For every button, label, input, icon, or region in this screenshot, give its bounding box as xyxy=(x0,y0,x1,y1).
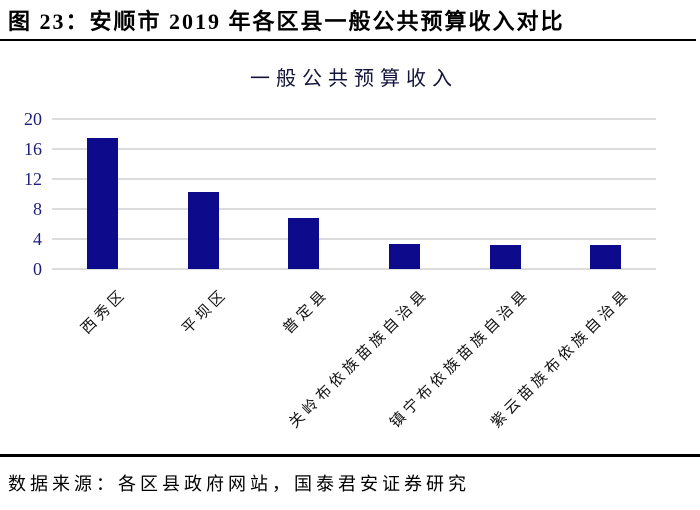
bar xyxy=(187,191,219,269)
footer-divider-line xyxy=(0,454,700,457)
y-axis-tick-label: 8 xyxy=(33,199,42,219)
y-axis-tick-label: 12 xyxy=(24,169,42,189)
figure-caption: 图 23：安顺市 2019 年各区县一般公共预算收入对比 xyxy=(8,9,565,34)
y-gridline xyxy=(52,148,656,150)
x-axis-category-label: 西秀区 xyxy=(78,285,131,338)
header-divider-line xyxy=(0,39,696,41)
y-axis-tick-label: 0 xyxy=(33,259,42,279)
chart-title: 一般公共预算收入 xyxy=(250,68,458,90)
y-axis-tick-label: 16 xyxy=(24,139,42,159)
x-axis-category-label: 平坝区 xyxy=(179,285,232,338)
y-gridline xyxy=(52,118,656,120)
bar xyxy=(489,245,521,269)
data-source-note: 数据来源：各区县政府网站，国泰君安证券研究 xyxy=(8,474,470,494)
bar xyxy=(590,245,622,269)
x-axis-category-label: 普定县 xyxy=(280,285,332,338)
y-axis-tick-label: 20 xyxy=(24,109,42,129)
y-gridline xyxy=(52,268,656,270)
bar-chart-plot-area: 0 4 8 12 16 20 西秀区 平坝区 普定县 关岭布依族苗族自治县 镇宁布依族苗族自治县 紫云… xyxy=(24,109,656,432)
y-axis-tick-label: 4 xyxy=(33,229,42,249)
y-gridline xyxy=(52,208,656,210)
y-gridline xyxy=(52,238,656,240)
bar xyxy=(388,244,420,269)
bar xyxy=(288,218,320,269)
y-gridline xyxy=(52,178,656,180)
bar xyxy=(86,137,118,269)
